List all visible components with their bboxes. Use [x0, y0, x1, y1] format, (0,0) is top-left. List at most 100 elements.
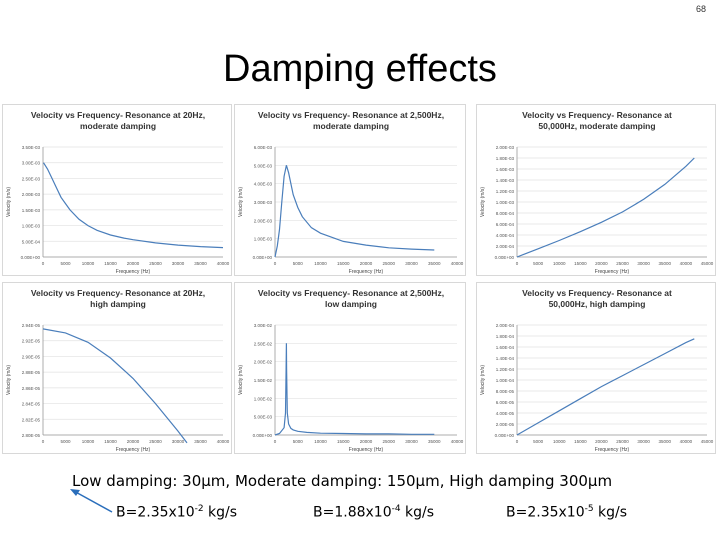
b-value-low: B=2.35x10-2 kg/s	[116, 504, 238, 521]
x-tick-label: 35000	[428, 439, 441, 444]
chart-panel-2500hz-low: Velocity vs Frequency- Resonance at 2,50…	[234, 282, 466, 454]
y-tick-label: 1.50E-02	[254, 378, 273, 383]
y-tick-label: 2.00E-03	[496, 145, 515, 150]
chart-svg: Velocity vs Frequency- Resonance at50,00…	[480, 110, 714, 275]
y-tick-label: 3.00E-03	[254, 200, 273, 205]
slide-title: Damping effects	[223, 48, 497, 90]
y-axis-label: Velocity (m/s)	[6, 187, 12, 217]
chart-title: low damping	[325, 299, 377, 309]
x-tick-label: 25000	[382, 261, 395, 266]
y-tick-label: 1.20E-03	[496, 189, 515, 194]
x-tick-label: 5000	[533, 261, 544, 266]
y-tick-label: 2.00E-04	[496, 323, 515, 328]
x-tick-label: 5000	[60, 439, 71, 444]
chart-panel-50000hz-moderate: Velocity vs Frequency- Resonance at 50,00…	[476, 104, 716, 276]
x-tick-label: 10000	[314, 439, 327, 444]
x-tick-label: 5000	[293, 439, 304, 444]
y-tick-label: 3.00E-03	[22, 161, 41, 166]
y-tick-label: 5.00E-03	[254, 415, 273, 420]
y-axis-label: Velocity (m/s)	[480, 187, 486, 217]
y-tick-label: 2.86E-05	[22, 386, 41, 391]
y-tick-label: 5.00E-03	[254, 163, 273, 168]
y-tick-label: 1.00E-02	[254, 396, 273, 401]
x-tick-label: 15000	[104, 261, 117, 266]
y-tick-label: 2.00E-04	[496, 244, 515, 249]
x-tick-label: 35000	[659, 261, 672, 266]
x-tick-label: 25000	[382, 439, 395, 444]
x-tick-label: 35000	[194, 439, 207, 444]
y-axis-label: Velocity (m/s)	[6, 365, 12, 395]
series-line	[42, 162, 224, 249]
y-tick-label: 6.00E-04	[496, 222, 515, 227]
chart-panel-20hz-moderate: Velocity vs Frequency- Resonance at 20Hz…	[2, 104, 232, 276]
x-tick-label: 35000	[659, 439, 672, 444]
chart-svg: Velocity vs Frequency- Resonance at50,00…	[480, 288, 714, 453]
x-tick-label: 10000	[314, 261, 327, 266]
y-tick-label: 4.00E-04	[496, 233, 515, 238]
x-tick-label: 25000	[149, 439, 162, 444]
x-tick-label: 10000	[82, 439, 95, 444]
x-tick-label: 20000	[360, 439, 373, 444]
y-tick-label: 8.00E-05	[496, 389, 515, 394]
x-tick-label: 0	[42, 439, 45, 444]
x-tick-label: 40000	[680, 439, 693, 444]
y-tick-label: 0.00E+00	[495, 433, 515, 438]
series-line	[274, 165, 435, 258]
damping-caption: Low damping: 30µm, Moderate damping: 150…	[72, 472, 613, 490]
y-tick-label: 2.00E-03	[22, 192, 41, 197]
y-tick-label: 1.50E-03	[22, 208, 41, 213]
y-axis-label: Velocity (m/s)	[480, 365, 486, 395]
x-tick-label: 0	[42, 261, 45, 266]
y-tick-label: 4.00E-03	[254, 182, 273, 187]
series-line	[42, 328, 188, 444]
arrow-line	[71, 489, 113, 513]
y-tick-label: 0.00E+00	[253, 255, 273, 260]
y-tick-label: 2.50E-02	[254, 341, 273, 346]
b-value-high: B=2.35x10-5 kg/s	[506, 504, 628, 521]
y-tick-label: 1.60E-04	[496, 345, 515, 350]
y-tick-label: 0.00E+00	[253, 433, 273, 438]
y-tick-label: 1.00E-04	[496, 378, 515, 383]
chart-title: 50,000Hz, high damping	[549, 299, 646, 309]
y-tick-label: 1.40E-03	[496, 178, 515, 183]
chart-title: moderate damping	[80, 121, 156, 131]
chart-title: Velocity vs Frequency- Resonance at 20Hz…	[31, 288, 205, 298]
x-tick-label: 15000	[574, 261, 587, 266]
chart-title: Velocity vs Frequency- Resonance at	[522, 110, 672, 120]
y-tick-label: 1.00E-03	[254, 237, 273, 242]
x-tick-label: 20000	[127, 261, 140, 266]
x-tick-label: 45000	[701, 439, 714, 444]
x-axis-label: Frequency (Hz)	[349, 269, 384, 275]
x-axis-label: Frequency (Hz)	[595, 269, 630, 275]
y-tick-label: 2.94E-05	[22, 323, 41, 328]
x-tick-label: 15000	[337, 439, 350, 444]
page-number: 68	[695, 4, 706, 14]
y-tick-label: 1.60E-03	[496, 167, 515, 172]
x-tick-label: 0	[516, 439, 519, 444]
x-tick-label: 10000	[82, 261, 95, 266]
chart-panel-50000hz-high: Velocity vs Frequency- Resonance at 50,00…	[476, 282, 716, 454]
x-tick-label: 0	[516, 261, 519, 266]
x-tick-label: 35000	[428, 261, 441, 266]
chart-svg: Velocity vs Frequency- Resonance at 2,50…	[238, 288, 464, 453]
y-tick-label: 2.00E-03	[254, 218, 273, 223]
x-tick-label: 40000	[217, 261, 230, 266]
x-tick-label: 30000	[172, 261, 185, 266]
x-tick-label: 15000	[104, 439, 117, 444]
x-tick-label: 30000	[405, 439, 418, 444]
y-tick-label: 6.00E-03	[254, 145, 273, 150]
x-axis-label: Frequency (Hz)	[349, 447, 384, 453]
y-tick-label: 0.00E+00	[21, 255, 41, 260]
y-tick-label: 1.80E-04	[496, 334, 515, 339]
x-tick-label: 5000	[60, 261, 71, 266]
x-tick-label: 35000	[194, 261, 207, 266]
x-tick-label: 0	[274, 439, 277, 444]
series-line	[516, 157, 695, 258]
arrow-head	[70, 489, 80, 496]
x-tick-label: 30000	[637, 439, 650, 444]
y-tick-label: 5.00E-04	[22, 239, 41, 244]
y-tick-label: 2.84E-05	[22, 402, 41, 407]
y-tick-label: 6.00E-05	[496, 400, 515, 405]
y-axis-label: Velocity (m/s)	[238, 187, 244, 217]
